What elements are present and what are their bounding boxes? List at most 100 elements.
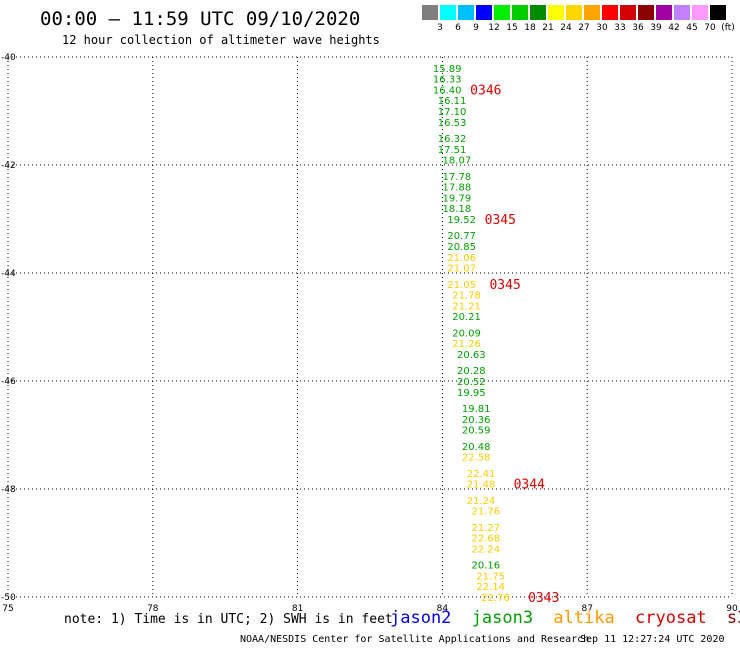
color-swatch (512, 5, 528, 20)
x-tick-label: 84 (437, 604, 449, 614)
pass-time-label: 0345 (489, 278, 520, 293)
wave-height-label: 16.53 (438, 118, 467, 129)
pass-time-label: 0344 (514, 478, 545, 493)
color-swatch (692, 5, 708, 20)
color-swatch (476, 5, 492, 20)
color-scale-label: (ft) (721, 23, 735, 33)
y-tick-label: -40 (1, 53, 16, 63)
wave-height-label: 20.09 (452, 328, 481, 339)
wave-height-label: 19.81 (462, 404, 491, 415)
wave-height-label: 21.76 (472, 507, 501, 518)
wave-height-label: 19.95 (457, 388, 486, 399)
y-tick-label: -50 (1, 593, 16, 603)
wave-height-label: 18.18 (443, 204, 472, 215)
y-tick-label: -44 (1, 269, 16, 279)
color-scale-label: 42 (668, 23, 680, 33)
wave-height-label: 22.41 (467, 469, 496, 480)
y-tick-label: -46 (1, 377, 16, 387)
wave-height-label: 17.51 (438, 145, 467, 156)
color-scale-label: 36 (632, 23, 644, 33)
color-swatch (494, 5, 510, 20)
wave-height-label: 21.05 (447, 280, 476, 291)
color-swatch (620, 5, 636, 20)
legend-jason3: jason3 (471, 608, 534, 628)
wave-height-label: 16.32 (438, 134, 467, 145)
wave-height-label: 19.52 (447, 215, 476, 226)
pass-time-label: 0343 (528, 591, 559, 606)
wave-height-label: 21.27 (472, 523, 501, 534)
x-tick-label: 87 (581, 604, 592, 614)
wave-height-label: 22.68 (472, 534, 501, 545)
wave-height-label: 22.76 (481, 593, 510, 604)
wave-height-label: 20.59 (462, 426, 491, 437)
page-title: 00:00 — 11:59 UTC 09/10/2020 (40, 8, 361, 30)
color-swatch (638, 5, 654, 20)
color-scale-label: 39 (650, 23, 662, 33)
wave-height-label: 20.63 (457, 350, 486, 361)
wave-height-label: 16.11 (438, 96, 467, 107)
color-scale-label: 18 (524, 23, 536, 33)
x-tick-label: 81 (292, 604, 303, 614)
wave-height-label: 20.36 (462, 415, 491, 426)
color-scale-label: 21 (542, 23, 554, 33)
wave-height-label: 17.10 (438, 107, 467, 118)
wave-height-label: 20.16 (472, 561, 501, 572)
page-subtitle: 12 hour collection of altimeter wave hei… (62, 33, 380, 47)
generated-timestamp: Sep 11 12:27:24 UTC 2020 (580, 634, 725, 645)
wave-height-label: 20.28 (457, 366, 486, 377)
wave-height-label: 19.79 (443, 193, 472, 204)
satellite-legend: jason2 jason3 altika cryosat s3a (390, 608, 740, 628)
map-grid (7, 56, 733, 598)
color-swatch (458, 5, 474, 20)
color-scale-label: 6 (455, 23, 461, 33)
color-scale-label: 3 (437, 23, 443, 33)
color-swatch (602, 5, 618, 20)
wave-height-label: 20.21 (452, 312, 481, 323)
y-tick-label: -48 (1, 485, 16, 495)
wave-height-label: 21.21 (452, 301, 481, 312)
color-scale-label: 30 (596, 23, 608, 33)
color-swatch (422, 5, 438, 20)
color-swatch (710, 5, 726, 20)
wave-height-label: 22.14 (476, 582, 505, 593)
wave-height-label: 22.24 (472, 544, 501, 555)
wave-height-label: 16.33 (433, 75, 462, 86)
color-scale-label: 45 (686, 23, 698, 33)
pass-time-labels: 0346 0345 0345 0344 0343 (470, 83, 559, 606)
wave-height-label: 21.75 (476, 571, 505, 582)
color-scale-label: 15 (506, 23, 518, 33)
wave-height-label: 20.48 (462, 442, 491, 453)
y-tick-label: -42 (1, 161, 16, 171)
wave-height-label: 15.89 (433, 64, 462, 75)
pass-time-label: 0346 (470, 83, 501, 98)
wave-height-label: 21.48 (467, 480, 496, 491)
color-scale-label: 12 (488, 23, 500, 33)
wave-height-label: 17.78 (443, 172, 472, 183)
color-swatch (530, 5, 546, 20)
map-axes: 75 78 81 84 87 90 -40 -42 -44 -46 -48 -50 (1, 53, 738, 614)
wave-height-label: 20.77 (447, 231, 476, 242)
color-swatch (656, 5, 672, 20)
credit-line: NOAA/NESDIS Center for Satellite Applica… (240, 634, 590, 645)
color-scale-label: 70 (704, 23, 716, 33)
x-tick-label: 78 (147, 604, 159, 614)
wave-height-label: 22.58 (462, 453, 491, 464)
wave-height-label: 21.78 (452, 291, 481, 302)
x-tick-label: 75 (2, 604, 13, 614)
color-swatch (674, 5, 690, 20)
wave-height-label: 21.06 (447, 253, 476, 264)
legend-s3a: s3a (726, 608, 740, 628)
pass-time-label: 0345 (485, 213, 516, 228)
wave-height-label: 21.07 (447, 264, 476, 275)
legend-cryosat: cryosat (635, 608, 707, 628)
color-scale-label: 9 (473, 23, 479, 33)
color-swatch (566, 5, 582, 20)
wave-height-label: 16.40 (433, 85, 462, 96)
wave-height-label: 18.07 (443, 156, 472, 167)
wave-height-label: 20.52 (457, 377, 486, 388)
wave-height-label: 20.85 (447, 242, 476, 253)
color-swatch (548, 5, 564, 20)
legend-jason2: jason2 (390, 608, 452, 628)
